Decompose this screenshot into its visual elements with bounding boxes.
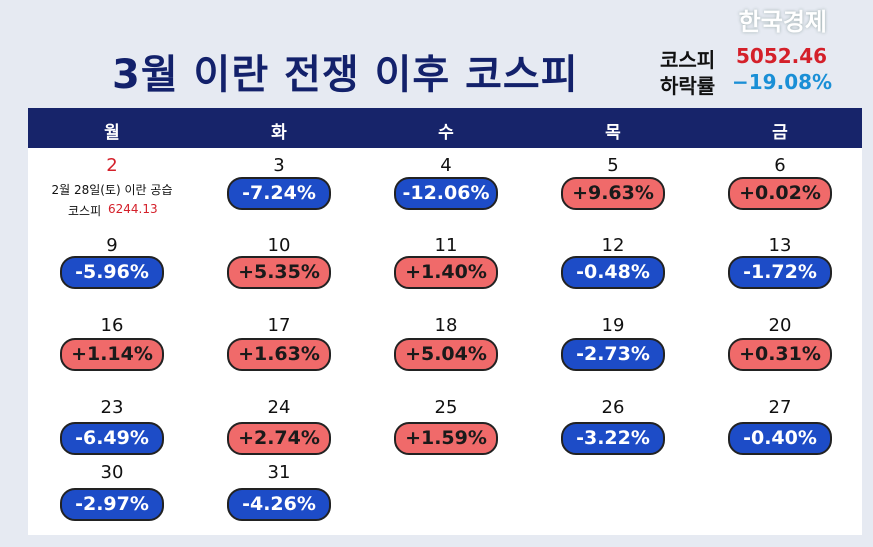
day-number: 16 [100,315,124,336]
note-value: 6244.13 [108,202,158,216]
change-pill: +9.63% [561,177,665,210]
day-number: 2 [106,155,118,176]
weekday: 화 [271,123,287,143]
weekday: 목 [605,123,621,143]
change-pill: +1.59% [394,422,498,455]
change-pill: -2.73% [561,338,665,371]
weekday: 월 [104,123,120,143]
weekday: 금 [772,123,788,143]
change-pill: -5.96% [60,256,164,289]
change-pill: +1.63% [227,338,331,371]
day-number: 5 [607,155,619,176]
index-label: 코스피 [660,48,716,72]
change-pill: -0.48% [561,256,665,289]
change-pill: +2.74% [227,422,331,455]
change-pill: +1.40% [394,256,498,289]
day-number: 11 [434,235,458,256]
drop-label: 하락률 [660,74,716,98]
watermark: 한국경제 [738,7,827,36]
change-pill: -4.26% [227,488,331,521]
weekday: 수 [438,123,454,143]
day-number: 3 [273,155,285,176]
day-number: 24 [267,397,291,418]
change-pill: -1.72% [728,256,832,289]
table-header [28,108,862,148]
drop-value: −19.08% [732,70,833,94]
day-number: 9 [106,235,118,256]
change-pill: -6.49% [60,422,164,455]
day-number: 23 [100,397,124,418]
change-pill: -3.22% [561,422,665,455]
change-pill: +0.02% [728,177,832,210]
change-pill: +0.31% [728,338,832,371]
change-pill: -2.97% [60,488,164,521]
day-number: 4 [440,155,452,176]
day-number: 18 [434,315,458,336]
day-number: 30 [100,462,124,483]
day-number: 6 [774,155,786,176]
note-label: 코스피 [68,204,102,218]
change-pill: -12.06% [394,177,498,210]
day-number: 20 [768,315,792,336]
day-number: 10 [267,235,291,256]
day-number: 19 [601,315,625,336]
note: 2월 28일(토) 이란 공습 [51,183,173,197]
change-pill: +1.14% [60,338,164,371]
day-number: 27 [768,397,792,418]
day-number: 17 [267,315,291,336]
index-value: 5052.46 [736,44,828,68]
title: 3월 이란 전쟁 이후 코스피 [112,52,579,98]
day-number: 31 [267,462,291,483]
change-pill: -0.40% [728,422,832,455]
change-pill: +5.04% [394,338,498,371]
day-number: 25 [434,397,458,418]
day-number: 13 [768,235,792,256]
day-number: 12 [601,235,625,256]
day-number: 26 [601,397,625,418]
change-pill: +5.35% [227,256,331,289]
change-pill: -7.24% [227,177,331,210]
